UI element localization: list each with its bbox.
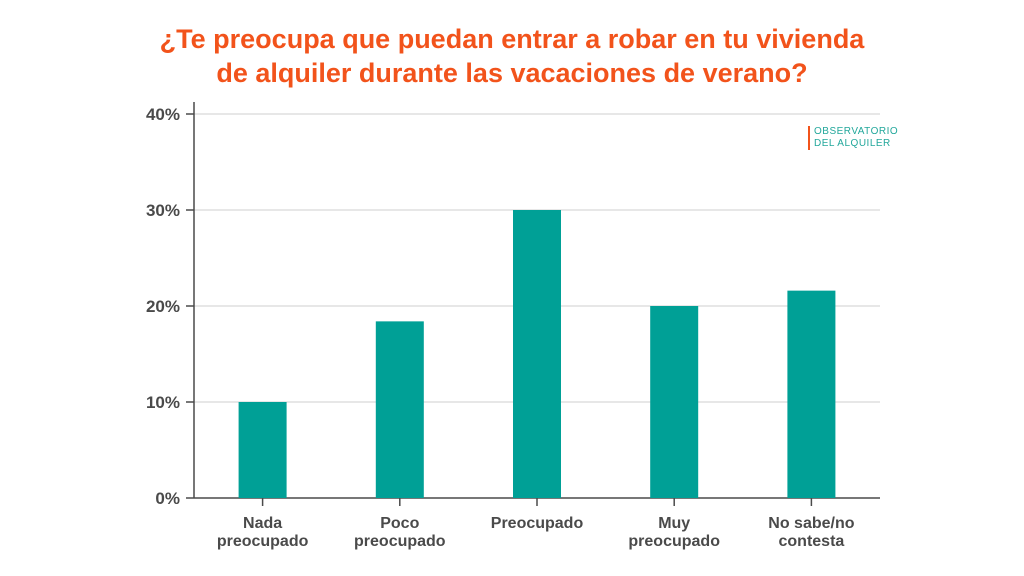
x-tick-label: Poco preocupado: [354, 515, 446, 550]
x-tick-label-line: preocupado: [217, 533, 309, 550]
y-tick-label: 40%: [146, 105, 180, 124]
chart-title-line-1: ¿Te preocupa que puedan entrar a robar e…: [159, 24, 865, 54]
x-tick-label-line: Nada: [243, 515, 282, 532]
y-tick-label: 30%: [146, 201, 180, 220]
x-tick-label-line: No sabe/no: [768, 515, 854, 532]
bar: [787, 290, 836, 498]
x-tick-label: Muy preocupado: [628, 515, 720, 550]
y-tick-label: 20%: [146, 297, 180, 316]
x-tick-label-line: contesta: [779, 533, 845, 550]
x-tick-label: Preocupado: [491, 515, 584, 532]
x-tick-label: No sabe/no contesta: [768, 515, 854, 550]
logo-line-2: DEL ALQUILER: [814, 138, 891, 149]
chart-title: ¿Te preocupa que puedan entrar a robar e…: [0, 22, 1024, 90]
x-tick-label-line: preocupado: [628, 533, 720, 550]
x-tick-label-line: Muy: [658, 515, 690, 532]
bar: [650, 306, 699, 498]
x-tick-label: Nada preocupado: [217, 515, 309, 550]
bar: [375, 321, 424, 498]
y-tick-label: 10%: [146, 393, 180, 412]
x-tick-label-line: preocupado: [354, 533, 446, 550]
y-tick-label: 0%: [155, 489, 180, 508]
observatorio-logo: OBSERVATORIO DEL ALQUILER: [808, 126, 898, 150]
bar: [513, 210, 561, 498]
bar: [238, 402, 287, 498]
x-tick-label-line: Preocupado: [491, 515, 584, 532]
chart-title-line-2: de alquiler durante las vacaciones de ve…: [216, 58, 808, 88]
logo-line-1: OBSERVATORIO: [814, 126, 899, 137]
x-tick-label-line: Poco: [380, 515, 419, 532]
